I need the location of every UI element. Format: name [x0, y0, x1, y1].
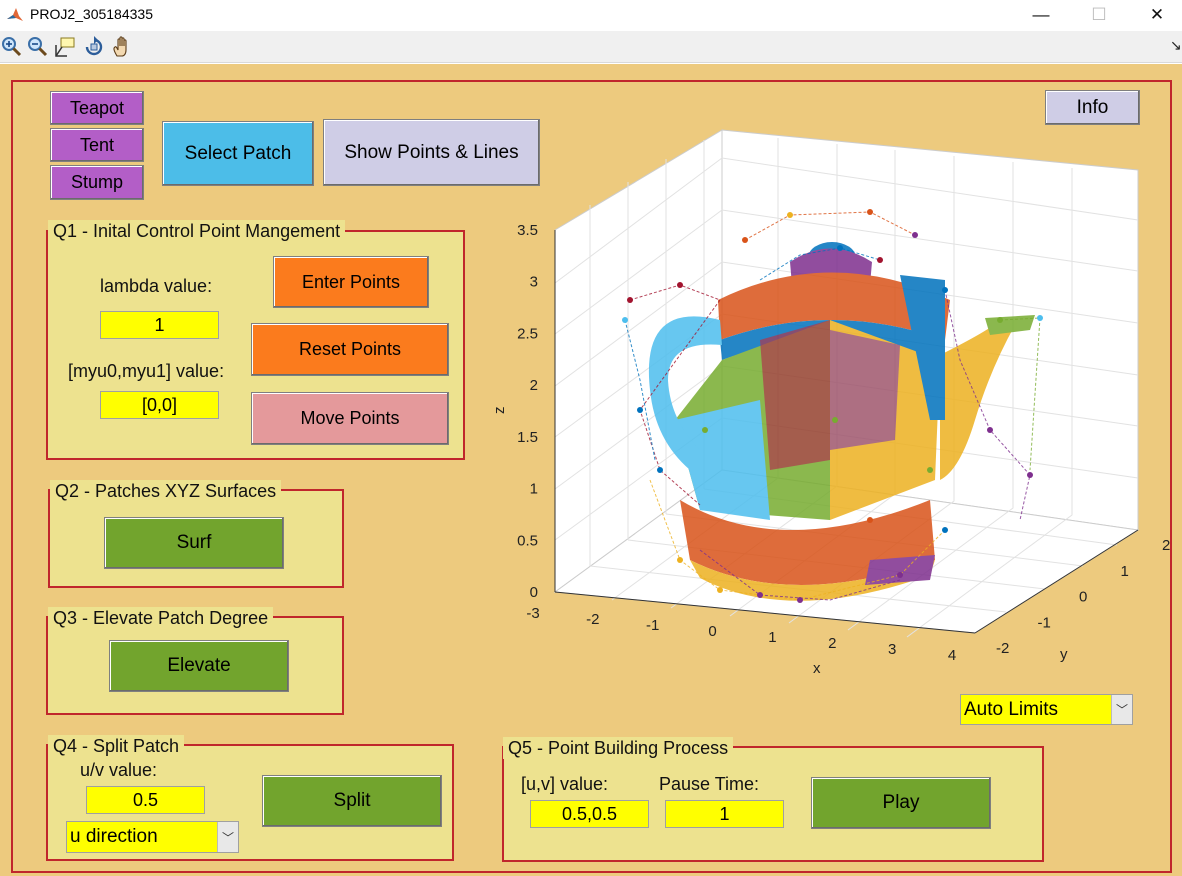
x-tick-label: -2 — [586, 611, 599, 628]
uv-pair-label: [u,v] value: — [521, 774, 609, 794]
chevron-down-icon[interactable]: ﹀ — [217, 822, 238, 852]
y-tick-label: 0 — [1079, 589, 1087, 606]
stump-button[interactable]: Stump — [50, 165, 144, 200]
q1-group-title: Q1 - Inital Control Point Mangement — [48, 220, 346, 242]
y-tick-label: 2 — [1162, 537, 1170, 554]
z-axis-label: z — [491, 407, 508, 415]
teapot-button[interactable]: Teapot — [50, 91, 144, 125]
y-tick-label: -1 — [1038, 614, 1051, 631]
z-tick-label: 1.5 — [517, 429, 538, 446]
maximize-button[interactable]: ☐ — [1091, 5, 1107, 24]
uv-value-input[interactable]: 0.5 — [86, 786, 205, 814]
control-points — [622, 209, 1043, 603]
z-tick-label: 0 — [530, 584, 538, 601]
close-button[interactable]: ✕ — [1149, 5, 1165, 24]
z-tick-label: 3 — [530, 274, 538, 291]
z-tick-label: 0.5 — [517, 532, 538, 549]
zoom-out-icon[interactable] — [26, 35, 50, 59]
info-button[interactable]: Info — [1045, 90, 1140, 125]
tent-button[interactable]: Tent — [50, 128, 144, 162]
x-tick-labels: -3 -2 -1 0 1 2 3 4 — [526, 605, 956, 664]
pan-hand-icon[interactable] — [110, 35, 134, 59]
y-tick-labels: -2 -1 0 1 2 — [996, 537, 1170, 657]
teapot-3d-axes[interactable]: 0 0.5 1 1.5 2 2.5 3 3.5 -3 -2 -1 0 1 2 3 4 -2 -1 0 1 2 z x… — [490, 120, 1180, 690]
zoom-in-icon[interactable] — [0, 35, 24, 59]
y-axis-label: y — [1060, 646, 1068, 663]
play-button[interactable]: Play — [811, 777, 991, 829]
window-title: PROJ2_305184335 — [30, 6, 153, 22]
show-points-lines-button[interactable]: Show Points & Lines — [323, 119, 540, 186]
matlab-logo-icon — [6, 6, 24, 24]
select-patch-button[interactable]: Select Patch — [162, 121, 314, 186]
move-points-button[interactable]: Move Points — [251, 392, 449, 445]
x-tick-label: 3 — [888, 641, 896, 658]
x-tick-label: -1 — [646, 617, 659, 634]
x-tick-label: -3 — [526, 605, 539, 622]
x-tick-label: 4 — [948, 647, 956, 664]
reset-points-button[interactable]: Reset Points — [251, 323, 449, 376]
z-tick-label: 1 — [530, 481, 538, 498]
z-tick-labels: 0 0.5 1 1.5 2 2.5 3 3.5 — [517, 222, 538, 601]
axis-limits-select[interactable]: Auto Limits ﹀ — [960, 694, 1133, 725]
toolbar-overflow-icon[interactable]: ↘ — [1170, 37, 1182, 53]
z-tick-label: 3.5 — [517, 222, 538, 239]
chevron-down-icon[interactable]: ﹀ — [1111, 695, 1132, 724]
lambda-label: lambda value: — [100, 276, 213, 296]
enter-points-button[interactable]: Enter Points — [273, 256, 429, 308]
myu-label: [myu0,myu1] value: — [68, 361, 225, 381]
figure-toolbar: ↘ — [0, 31, 1182, 63]
q2-group-title: Q2 - Patches XYZ Surfaces — [50, 480, 282, 502]
lambda-input[interactable]: 1 — [100, 311, 219, 339]
q5-group-title: Q5 - Point Building Process — [503, 737, 734, 759]
x-axis-label: x — [813, 660, 821, 677]
myu-input[interactable]: [0,0] — [100, 391, 219, 419]
split-direction-value: u direction — [70, 826, 158, 847]
x-tick-label: 1 — [768, 629, 776, 646]
split-direction-select[interactable]: u direction ﹀ — [66, 821, 239, 853]
rotate-3d-icon[interactable] — [82, 35, 106, 59]
pause-time-input[interactable]: 1 — [665, 800, 784, 828]
elevate-button[interactable]: Elevate — [109, 640, 289, 692]
q4-group-title: Q4 - Split Patch — [48, 735, 185, 757]
pause-time-label: Pause Time: — [659, 774, 760, 794]
z-tick-label: 2 — [530, 377, 538, 394]
surf-button[interactable]: Surf — [104, 517, 284, 569]
teapot-surface-patches — [648, 242, 1035, 601]
x-tick-label: 2 — [828, 635, 836, 652]
data-cursor-icon[interactable] — [53, 35, 77, 59]
y-tick-label: 1 — [1121, 563, 1129, 580]
minimize-button[interactable]: — — [1032, 5, 1050, 24]
z-tick-label: 2.5 — [517, 325, 538, 342]
x-tick-label: 0 — [708, 623, 716, 640]
y-tick-label: -2 — [996, 640, 1009, 657]
axis-limits-value: Auto Limits — [964, 698, 1058, 720]
q3-group-title: Q3 - Elevate Patch Degree — [48, 607, 274, 629]
title-bar: PROJ2_305184335 — ☐ ✕ — [0, 0, 1182, 30]
axis-lines — [554, 230, 1139, 634]
uv-pair-input[interactable]: 0.5,0.5 — [530, 800, 649, 828]
uv-value-label: u/v value: — [80, 760, 158, 780]
split-button[interactable]: Split — [262, 775, 442, 827]
